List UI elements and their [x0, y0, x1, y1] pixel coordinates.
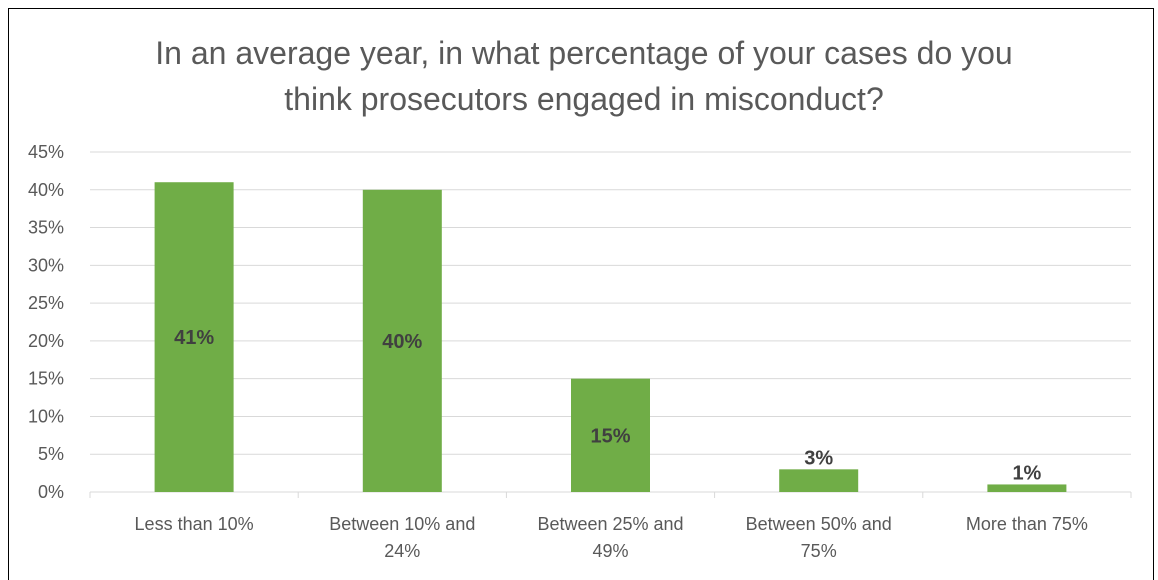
x-category-label: More than 75% [966, 514, 1088, 534]
x-category-label: 49% [592, 541, 628, 561]
y-tick-label: 0% [38, 482, 64, 502]
x-category-label: Between 25% and [537, 514, 683, 534]
chart-title-line-1: In an average year, in what percentage o… [155, 35, 1013, 71]
data-label: 3% [804, 447, 833, 469]
data-label: 1% [1012, 462, 1041, 484]
y-tick-label: 40% [28, 180, 64, 200]
x-category-label: Less than 10% [135, 514, 254, 534]
y-tick-label: 15% [28, 369, 64, 389]
y-tick-label: 30% [28, 255, 64, 275]
x-category-label: Between 50% and [746, 514, 892, 534]
x-category-label: Between 10% and [329, 514, 475, 534]
y-tick-label: 25% [28, 293, 64, 313]
y-tick-label: 10% [28, 406, 64, 426]
y-tick-label: 20% [28, 331, 64, 351]
bar [779, 469, 859, 492]
chart-title: In an average year, in what percentage o… [0, 30, 1158, 122]
bar [987, 484, 1067, 492]
bar [571, 378, 650, 492]
data-label: 40% [382, 331, 422, 353]
y-tick-label: 45% [28, 142, 64, 162]
chart-title-line-2: think prosecutors engaged in misconduct? [284, 81, 884, 117]
y-tick-label: 5% [38, 444, 64, 464]
data-label: 41% [174, 327, 214, 349]
bar [154, 182, 234, 492]
bar [362, 189, 442, 492]
y-tick-label: 35% [28, 218, 64, 238]
x-category-label: 24% [384, 541, 420, 561]
x-category-label: 75% [801, 541, 837, 561]
data-label: 15% [590, 425, 630, 447]
